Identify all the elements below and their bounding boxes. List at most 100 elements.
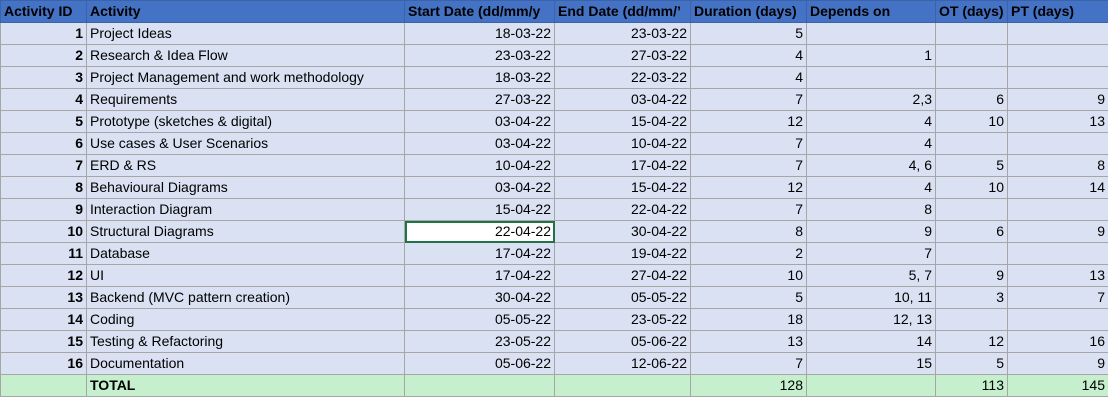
cell-activity[interactable]: Interaction Diagram (86, 198, 405, 221)
cell-activity-id[interactable]: 14 (0, 308, 87, 331)
cell-ot[interactable]: 5 (935, 154, 1008, 177)
header-duration[interactable]: Duration (days) (690, 0, 807, 23)
cell-pt[interactable]: 14 (1007, 176, 1108, 199)
cell-activity-id[interactable]: 9 (0, 198, 87, 221)
cell-duration[interactable]: 13 (690, 330, 807, 353)
cell-depends-on[interactable] (806, 66, 936, 89)
cell-start-date[interactable]: 03-04-22 (404, 110, 555, 133)
cell-activity[interactable]: Structural Diagrams (86, 220, 405, 243)
total-ot[interactable]: 113 (935, 374, 1008, 397)
cell-depends-on[interactable]: 8 (806, 198, 936, 221)
cell-pt[interactable] (1007, 22, 1108, 45)
header-activity-id[interactable]: Activity ID (0, 0, 87, 23)
cell-activity-id[interactable]: 5 (0, 110, 87, 133)
cell-ot[interactable] (935, 22, 1008, 45)
cell-depends-on[interactable]: 10, 11 (806, 286, 936, 309)
cell-depends-on[interactable]: 9 (806, 220, 936, 243)
cell-ot[interactable]: 5 (935, 352, 1008, 375)
cell-start-date[interactable]: 05-05-22 (404, 308, 555, 331)
cell-start-date[interactable]: 23-03-22 (404, 44, 555, 67)
cell-activity[interactable]: Behavioural Diagrams (86, 176, 405, 199)
cell-start-date[interactable]: 27-03-22 (404, 88, 555, 111)
cell-ot[interactable]: 3 (935, 286, 1008, 309)
cell-start-date[interactable]: 10-04-22 (404, 154, 555, 177)
cell-ot[interactable]: 10 (935, 176, 1008, 199)
cell-start-date[interactable]: 22-04-22 (404, 220, 555, 243)
cell-duration[interactable]: 7 (690, 132, 807, 155)
cell-duration[interactable]: 2 (690, 242, 807, 265)
cell-activity-id[interactable]: 10 (0, 220, 87, 243)
cell-ot[interactable]: 12 (935, 330, 1008, 353)
cell-activity-id[interactable]: 11 (0, 242, 87, 265)
cell-ot[interactable] (935, 66, 1008, 89)
cell-start-date[interactable]: 03-04-22 (404, 132, 555, 155)
cell-pt[interactable]: 9 (1007, 88, 1108, 111)
cell-pt[interactable]: 13 (1007, 264, 1108, 287)
cell-activity-id[interactable]: 15 (0, 330, 87, 353)
cell-end-date[interactable]: 15-04-22 (554, 176, 691, 199)
cell-activity[interactable]: Database (86, 242, 405, 265)
cell-activity-id[interactable]: 4 (0, 88, 87, 111)
cell-pt[interactable]: 8 (1007, 154, 1108, 177)
cell-pt[interactable]: 13 (1007, 110, 1108, 133)
cell-pt[interactable]: 9 (1007, 220, 1108, 243)
cell-activity[interactable]: Project Ideas (86, 22, 405, 45)
cell-ot[interactable]: 6 (935, 88, 1008, 111)
cell-ot[interactable]: 9 (935, 264, 1008, 287)
cell-end-date[interactable]: 03-04-22 (554, 88, 691, 111)
cell-duration[interactable]: 7 (690, 88, 807, 111)
cell-duration[interactable]: 4 (690, 44, 807, 67)
cell-end-date[interactable]: 23-05-22 (554, 308, 691, 331)
cell-activity[interactable]: Prototype (sketches & digital) (86, 110, 405, 133)
cell-activity[interactable]: Project Management and work methodology (86, 66, 405, 89)
cell-activity[interactable]: Requirements (86, 88, 405, 111)
cell-depends-on[interactable]: 4 (806, 176, 936, 199)
cell-duration[interactable]: 8 (690, 220, 807, 243)
cell-depends-on[interactable]: 15 (806, 352, 936, 375)
cell-end-date[interactable]: 12-06-22 (554, 352, 691, 375)
cell-depends-on[interactable]: 7 (806, 242, 936, 265)
cell-pt[interactable] (1007, 198, 1108, 221)
cell-start-date[interactable]: 23-05-22 (404, 330, 555, 353)
cell-activity-id[interactable]: 6 (0, 132, 87, 155)
cell-duration[interactable]: 7 (690, 352, 807, 375)
cell-ot[interactable] (935, 242, 1008, 265)
cell-depends-on[interactable]: 4 (806, 110, 936, 133)
cell-pt[interactable]: 9 (1007, 352, 1108, 375)
cell-duration[interactable]: 12 (690, 110, 807, 133)
cell-duration[interactable]: 18 (690, 308, 807, 331)
cell-activity-id[interactable]: 16 (0, 352, 87, 375)
cell-end-date[interactable]: 05-05-22 (554, 286, 691, 309)
header-start-date[interactable]: Start Date (dd/mm/y (404, 0, 555, 23)
cell-activity[interactable]: Documentation (86, 352, 405, 375)
cell-activity-id[interactable]: 1 (0, 22, 87, 45)
cell-depends-on[interactable]: 12, 13 (806, 308, 936, 331)
cell-activity[interactable]: Use cases & User Scenarios (86, 132, 405, 155)
cell-duration[interactable]: 12 (690, 176, 807, 199)
cell-start-date[interactable]: 30-04-22 (404, 286, 555, 309)
cell-end-date[interactable]: 05-06-22 (554, 330, 691, 353)
cell-activity[interactable]: Testing & Refactoring (86, 330, 405, 353)
cell-pt[interactable]: 16 (1007, 330, 1108, 353)
cell-activity-id[interactable]: 7 (0, 154, 87, 177)
cell-activity[interactable]: Research & Idea Flow (86, 44, 405, 67)
cell-depends-on[interactable]: 4, 6 (806, 154, 936, 177)
cell-end-date[interactable]: 17-04-22 (554, 154, 691, 177)
cell-pt[interactable] (1007, 308, 1108, 331)
cell-start-date[interactable]: 18-03-22 (404, 66, 555, 89)
header-end-date[interactable]: End Date (dd/mm/’ (554, 0, 691, 23)
cell-start-date[interactable]: 18-03-22 (404, 22, 555, 45)
header-pt[interactable]: PT (days) (1007, 0, 1108, 23)
cell-end-date[interactable]: 15-04-22 (554, 110, 691, 133)
cell-ot[interactable] (935, 308, 1008, 331)
cell-duration[interactable]: 5 (690, 286, 807, 309)
cell-ot[interactable] (935, 198, 1008, 221)
cell-duration[interactable]: 7 (690, 154, 807, 177)
cell-end-date[interactable]: 27-03-22 (554, 44, 691, 67)
cell-ot[interactable] (935, 132, 1008, 155)
cell-start-date[interactable]: 05-06-22 (404, 352, 555, 375)
cell-end-date[interactable]: 23-03-22 (554, 22, 691, 45)
cell-pt[interactable] (1007, 132, 1108, 155)
cell-duration[interactable]: 10 (690, 264, 807, 287)
total-empty-id[interactable] (0, 374, 87, 397)
